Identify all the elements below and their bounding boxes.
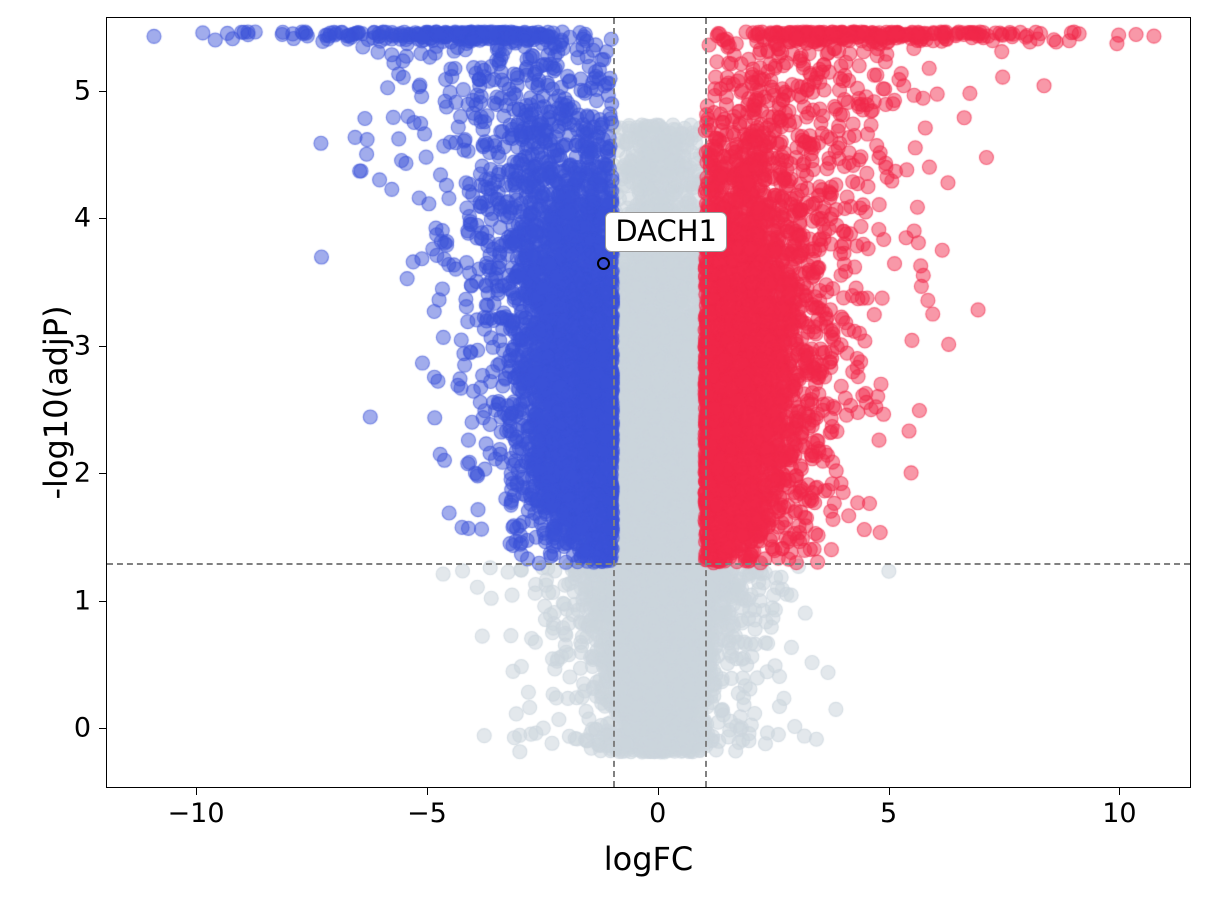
x-tick-label: −10 <box>167 798 225 829</box>
logfc-threshold-line-positive <box>704 18 707 787</box>
x-tick-mark <box>888 788 890 795</box>
x-axis-label: logFC <box>603 840 694 878</box>
x-tick-label: 5 <box>879 798 898 829</box>
y-tick-label: 4 <box>73 202 91 234</box>
x-tick-label: −5 <box>406 798 447 829</box>
y-tick-mark <box>99 90 106 92</box>
pvalue-threshold-line <box>107 563 1190 566</box>
y-tick-mark <box>99 345 106 347</box>
annotation-label-dach1[interactable]: DACH1 <box>605 211 727 253</box>
y-tick-label: 1 <box>73 585 91 617</box>
plot-area: DACH1 <box>106 17 1191 788</box>
y-tick-mark <box>99 218 106 220</box>
y-tick-label: 0 <box>73 712 91 744</box>
annotated-point-marker-dach1[interactable] <box>596 257 610 271</box>
x-tick-label: 10 <box>1102 798 1137 829</box>
logfc-threshold-line-negative <box>612 18 615 787</box>
x-tick-mark <box>426 788 428 795</box>
scatter-points-canvas <box>107 18 1190 787</box>
y-tick-label: 5 <box>73 75 91 107</box>
x-tick-mark <box>657 788 659 795</box>
x-tick-label: 0 <box>649 798 667 829</box>
y-tick-label: 2 <box>73 457 91 489</box>
y-tick-mark <box>99 473 106 475</box>
y-axis-label: -log10(adjP) <box>37 305 75 500</box>
y-tick-label: 3 <box>73 330 91 362</box>
x-tick-mark <box>1119 788 1121 795</box>
y-tick-mark <box>99 728 106 730</box>
y-tick-mark <box>99 600 106 602</box>
x-tick-mark <box>196 788 198 795</box>
